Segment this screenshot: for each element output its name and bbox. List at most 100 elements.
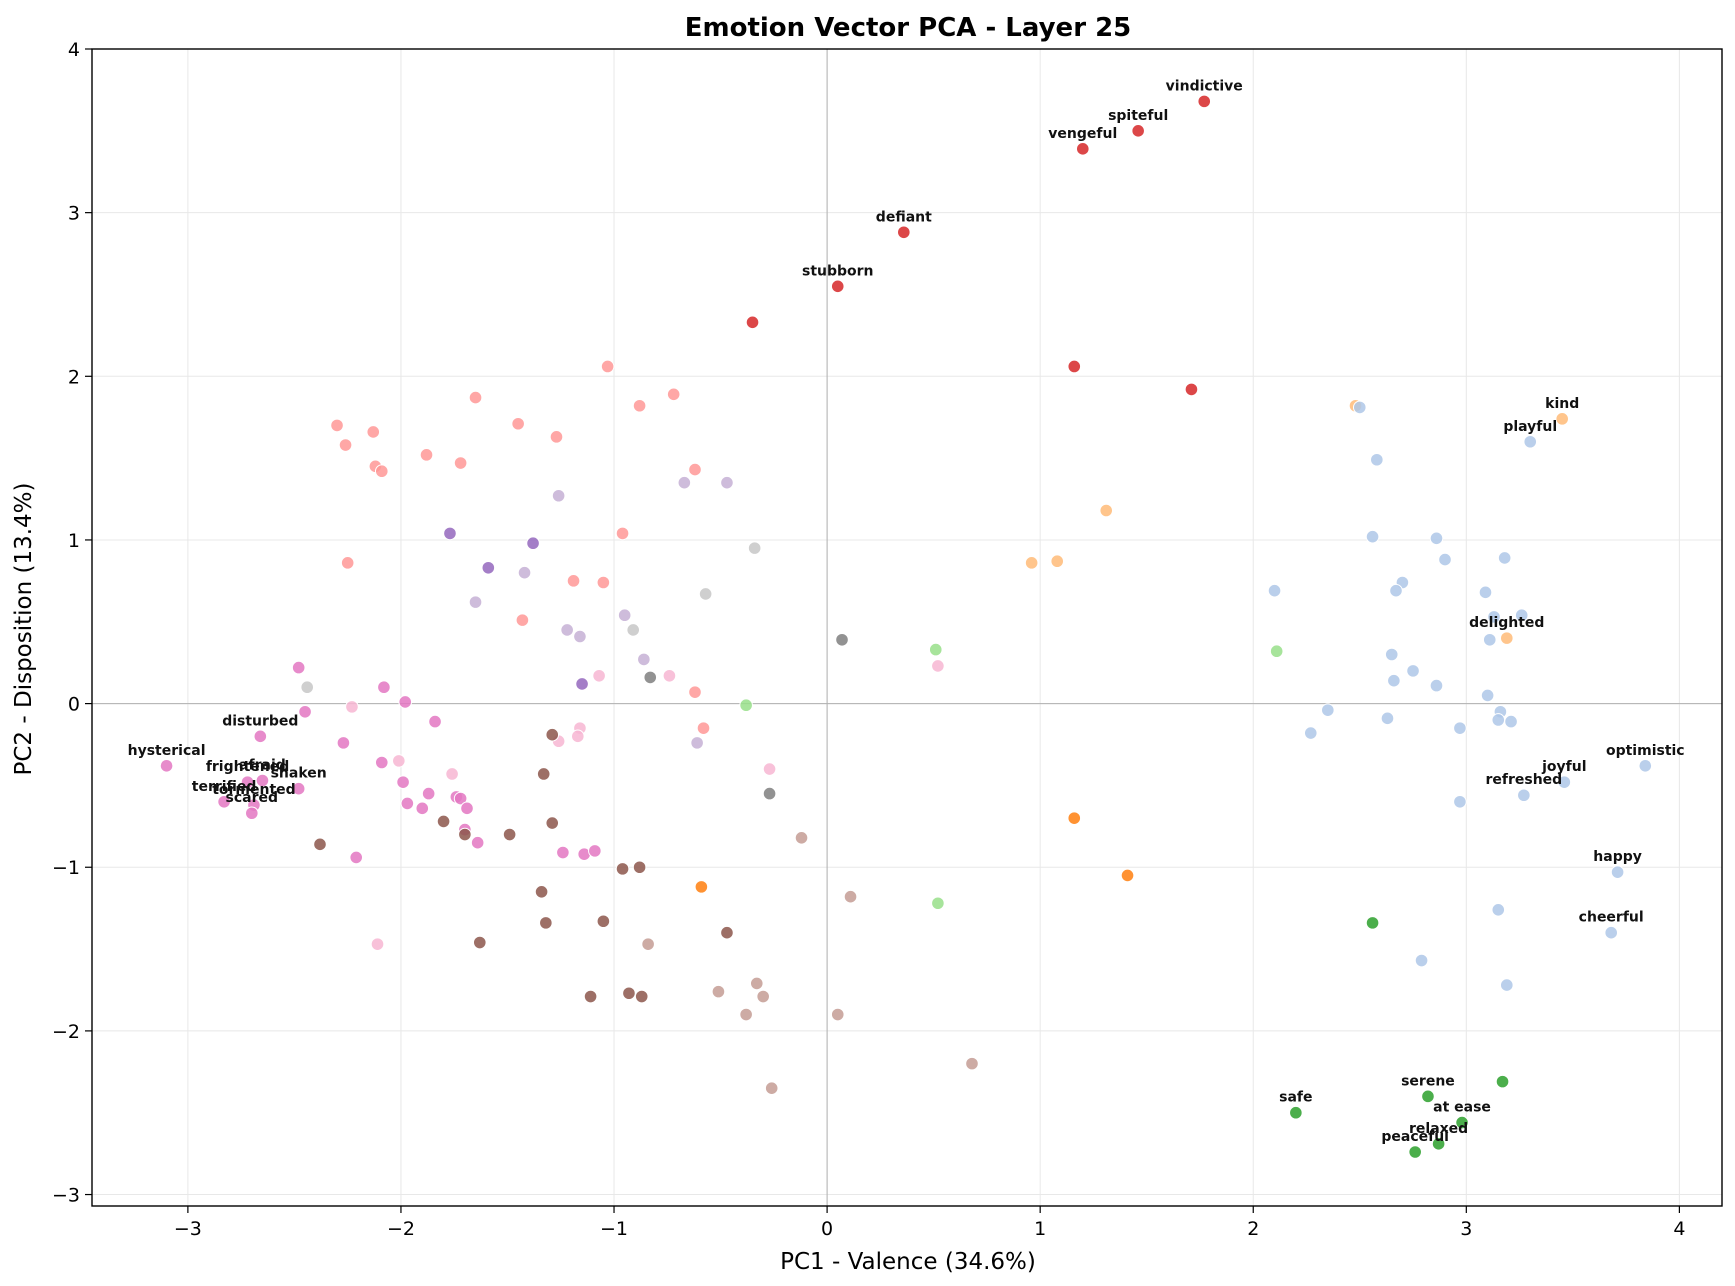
data-point-43: [747, 541, 762, 555]
point-label-70: afraid: [239, 758, 286, 774]
point-labels: vindictive spiteful vengeful defiant stubbor…: [128, 78, 1685, 1145]
data-point-59: [762, 762, 777, 776]
x-tick-label-0: −3: [174, 1218, 202, 1240]
data-point-116: [928, 642, 943, 657]
data-point-48: [643, 670, 658, 685]
data-point-167: [1289, 1105, 1303, 1120]
data-point-89: [545, 727, 560, 742]
x-tick-label-1: −2: [387, 1218, 415, 1240]
data-point-132: [1365, 529, 1380, 544]
data-point-159: [1610, 865, 1625, 879]
data-point-161: [1604, 925, 1619, 940]
point-label-74: terrified: [192, 779, 257, 795]
data-point-40: [526, 536, 540, 551]
data-point-82: [460, 801, 474, 816]
data-point-141: [1514, 608, 1529, 623]
data-point-100: [596, 914, 611, 929]
x-axis-label: PC1 - Valence (34.6%): [780, 1249, 1036, 1275]
data-point-12: [330, 418, 344, 433]
data-point-45: [626, 623, 641, 637]
data-point-62: [377, 680, 391, 695]
point-label-72: shaken: [271, 766, 327, 782]
data-point-109: [711, 984, 726, 999]
data-point-11: [468, 390, 483, 405]
data-point-27: [688, 685, 702, 699]
data-point-134: [1438, 552, 1452, 567]
data-point-34: [617, 608, 632, 623]
data-point-76: [245, 806, 259, 821]
data-point-125: [1099, 503, 1114, 518]
point-label-169: relaxed: [1409, 1121, 1468, 1137]
data-point-126: [1024, 556, 1039, 570]
data-point-131: [1370, 452, 1384, 467]
data-point-66: [253, 729, 268, 744]
data-point-8: [600, 359, 615, 374]
data-point-164: [1365, 916, 1380, 930]
data-point-47: [835, 632, 849, 647]
data-point-78: [400, 796, 415, 811]
point-label-159: happy: [1593, 849, 1642, 865]
data-point-151: [1491, 713, 1506, 727]
data-point-50: [592, 668, 606, 683]
data-point-146: [1429, 678, 1444, 693]
data-point-37: [637, 652, 651, 667]
data-point-147: [1480, 688, 1495, 703]
x-tick-label-2: −1: [600, 1218, 628, 1240]
data-point-94: [502, 827, 517, 842]
data-point-30: [677, 475, 692, 490]
data-point-92: [436, 814, 451, 829]
data-point-31: [720, 475, 734, 490]
y-tick-label-0: −3: [52, 1185, 80, 1207]
data-point-52: [931, 659, 945, 673]
data-point-155: [1638, 758, 1653, 773]
data-point-33: [468, 595, 483, 609]
data-point-38: [690, 736, 704, 750]
data-point-158: [1453, 794, 1467, 809]
point-label-68: hysterical: [128, 743, 206, 759]
data-point-102: [720, 925, 734, 940]
data-point-69: [374, 755, 389, 770]
x-tick-label-4: 1: [1034, 1218, 1046, 1240]
data-point-105: [634, 989, 649, 1004]
data-point-23: [615, 526, 630, 541]
data-point-96: [615, 862, 630, 876]
data-point-122: [694, 880, 709, 894]
data-point-119: [931, 896, 945, 911]
point-label-170: peaceful: [1381, 1129, 1449, 1145]
chart-title: Emotion Vector PCA - Layer 25: [685, 13, 1132, 43]
point-label-123: kind: [1545, 396, 1579, 412]
data-point-21: [688, 462, 702, 477]
y-axis-ticks: −3 −2 −1 0 1 2 3 4: [52, 39, 92, 1207]
data-point-99: [539, 916, 553, 930]
data-point-5: [745, 315, 760, 330]
data-point-118: [739, 698, 753, 713]
data-point-85: [349, 850, 364, 865]
data-point-106: [794, 830, 809, 845]
point-label-2: vengeful: [1048, 126, 1117, 142]
data-point-127: [1050, 554, 1065, 569]
y-tick-label-2: −1: [52, 857, 80, 879]
data-point-10: [632, 398, 647, 413]
data-point-108: [641, 937, 655, 951]
data-point-74: [217, 794, 231, 809]
point-label-129: playful: [1503, 419, 1557, 435]
data-point-110: [749, 976, 764, 991]
data-point-81: [453, 791, 468, 806]
y-tick-label-1: −2: [52, 1021, 80, 1043]
data-point-130: [1352, 400, 1367, 415]
data-point-77: [421, 786, 436, 801]
data-point-156: [1557, 775, 1572, 789]
data-point-97: [632, 860, 647, 875]
data-point-120: [1067, 811, 1082, 825]
data-point-91: [545, 816, 560, 830]
data-point-44: [698, 587, 713, 601]
data-point-129: [1523, 434, 1538, 449]
data-point-112: [739, 1007, 753, 1022]
point-label-3: defiant: [876, 209, 932, 225]
data-point-39: [443, 526, 457, 541]
point-label-161: cheerful: [1579, 910, 1644, 926]
data-point-9: [666, 387, 681, 402]
point-label-155: optimistic: [1606, 743, 1685, 759]
data-point-63: [398, 695, 413, 709]
